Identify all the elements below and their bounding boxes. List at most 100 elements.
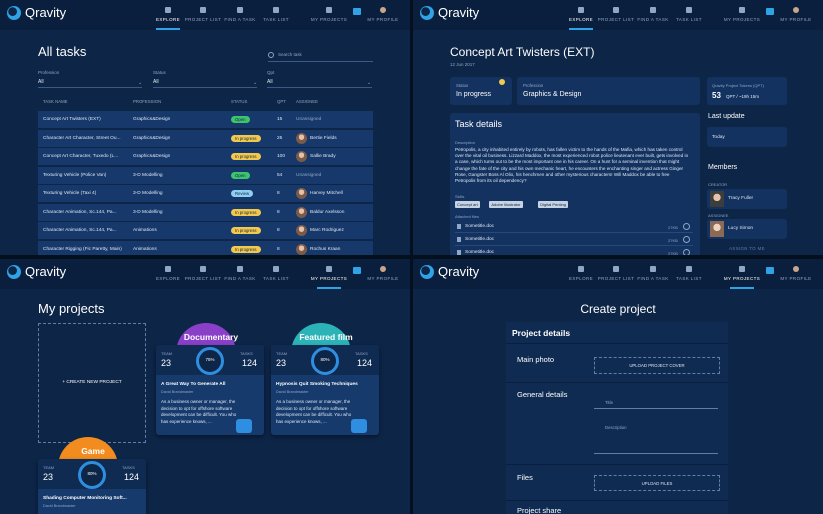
nav-item[interactable]: FIND A TASK [224,276,256,281]
cell: Character Animation, Sc.144, Pa... [43,209,117,215]
file-size: 27KB [668,224,678,230]
category: Featured film [299,332,353,342]
file-name[interactable]: Sometitle.doc [465,237,495,242]
brand[interactable]: Qravity [438,264,480,279]
file-action[interactable] [683,249,690,255]
upload-button[interactable]: UPLOAD PROJECT COVER [594,357,720,374]
filter-value[interactable]: All [153,79,159,85]
nav-item[interactable]: PROJECT LIST [184,17,222,22]
assign-button[interactable]: ASSIGN TO ME [729,246,765,251]
nav-item[interactable]: MY PROFILE [780,17,812,22]
table-row[interactable]: Texturing Vehicle (Taxi 4) 3-D Modelling R… [38,185,373,202]
nav-item[interactable]: MY PROFILE [367,17,399,22]
nav-item[interactable]: EXPLORE [155,276,181,281]
date: 12 Jun 2017 [450,62,475,67]
nav-item[interactable]: MY PROJECTS [723,276,761,281]
nav-item[interactable]: MY PROJECTS [310,17,348,22]
cell: Texturing Vehicle (Taxi 4) [43,191,97,196]
team: 23 [161,358,172,368]
category: Game [81,446,105,456]
field-title: Main photo [517,355,555,364]
table-row[interactable]: Concept Art Character, Tuxedo (L... Graph… [38,148,373,165]
table-row[interactable]: Character Animation, Sc.144, Pa... Animat… [38,222,373,239]
nav-item[interactable]: FIND A TASK [224,17,256,22]
cell: 15 [277,117,283,122]
nav-item[interactable]: MY PROFILE [367,276,399,281]
create-box[interactable]: + CREATE NEW PROJECT [38,323,146,443]
nav-item[interactable]: FIND A TASK [637,276,669,281]
task-panel: Qravity EXPLORE PROJECT LIST FIND A TASK TAS… [413,0,823,255]
nav-item[interactable]: PROJECT LIST [597,276,635,281]
nav-active [730,287,754,289]
file-action[interactable] [683,236,690,243]
nav-bar: Qravity EXPLORE PROJECT LIST FIND A TASK TAS… [0,259,410,289]
nav-item[interactable]: MY PROFILE [780,276,812,281]
cell: 54 [277,172,283,178]
table-row[interactable]: Character Rigging (Fic Paretty, Main) Ani… [38,240,373,255]
nav-item[interactable]: PROJECT LIST [597,17,635,22]
value: In progress [456,91,492,98]
nav-item[interactable]: TASK LIST [676,17,702,22]
card-action[interactable] [236,419,252,433]
card-action[interactable] [351,419,367,433]
nav-item[interactable]: TASK LIST [676,276,702,281]
file-action[interactable] [683,223,690,230]
project-card[interactable]: TEAM 23 TASKS 124 80% Shading Computer Monito… [38,459,146,514]
brand[interactable]: Qravity [25,264,67,279]
nav-item[interactable]: EXPLORE [568,17,594,22]
bell[interactable] [353,267,361,274]
table-row[interactable]: Character Animation, Sc.144, Pa... 3-D Mo… [38,203,373,221]
nav-icon [793,7,799,13]
input-label: Title [605,400,613,405]
table-row[interactable]: Character Art Character, Street Ou... Gra… [38,129,373,147]
card-title: Hypnosis Quit Smoking Techniques [276,382,358,387]
bell[interactable] [766,8,774,15]
filter-value[interactable]: All [38,79,44,85]
nav-active [317,287,341,289]
status-box: Status In progress [450,77,512,105]
nav-icon [200,7,206,13]
filter-label: Qpt [267,70,275,75]
table-row[interactable]: Texturing Vehicle (Police Van) 3-D Modell… [38,166,373,184]
label: Profession [523,83,544,88]
input-line[interactable] [594,453,718,454]
status-pill: Open [231,171,250,179]
project-card[interactable]: TEAM 23 TASKS 124 80% Hypnosis Quit Smoking T… [271,345,379,435]
cell: Concept Art Character, Tuxedo (L... [43,154,119,159]
nav-item[interactable]: PROJECT LIST [184,276,222,281]
brand[interactable]: Qravity [438,5,480,20]
nav-item[interactable]: TASK LIST [263,17,289,22]
brand[interactable]: Qravity [25,5,67,20]
label: ASSIGNEE [708,213,729,218]
project-card[interactable]: TEAM 23 TASKS 124 75% A Great Way To Generate… [156,345,264,435]
nav-icon [613,266,619,272]
value: 53 [712,91,721,100]
tokens-box: Qravity Project Tokens (QPT) 53 QPT / ~19h… [707,77,787,105]
nav-item[interactable]: TASK LIST [263,276,289,281]
filter-value[interactable]: All [267,79,273,85]
avatar [710,221,724,237]
nav-item[interactable]: EXPLORE [568,276,594,281]
bell[interactable] [766,267,774,274]
nav-item[interactable]: MY PROJECTS [723,17,761,22]
label: Attached files [455,214,480,219]
search-icon [268,52,274,58]
assignee: Unassigned [296,172,322,178]
nav-icon [380,7,386,13]
file-name[interactable]: Sometitle.doc [465,250,495,255]
upload-button[interactable]: UPLOAD FILES [594,475,720,491]
file-name[interactable]: Sometitle.doc [465,224,495,229]
nav-item[interactable]: EXPLORE [155,17,181,22]
section-title: Members [708,164,738,171]
input-line[interactable] [594,408,718,409]
nav-item[interactable]: FIND A TASK [637,17,669,22]
category: Documentary [183,332,239,342]
bell[interactable] [353,8,361,15]
table-row[interactable]: Concept Art Twisters (EXT) Graphics&Desig… [38,111,373,128]
search-input[interactable]: Search task [278,52,302,57]
label: TEAM [276,351,288,356]
nav-item[interactable]: MY PROJECTS [310,276,348,281]
nav-icon [237,7,243,13]
table-header: TASK NAME [43,99,68,104]
progress: 80% [320,357,330,362]
